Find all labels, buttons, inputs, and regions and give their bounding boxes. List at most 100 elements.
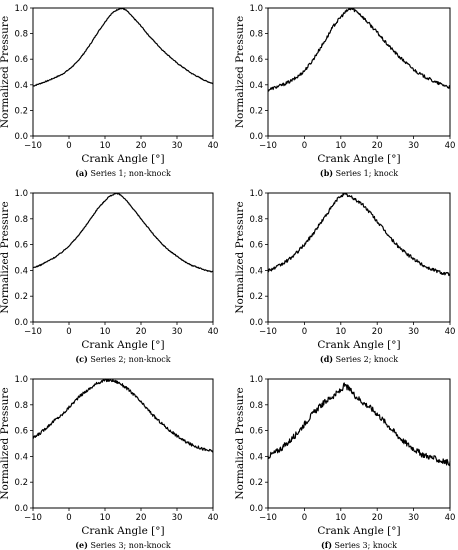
y-axis-label: Normalized Pressure	[234, 387, 246, 499]
x-tick-label: 30	[408, 513, 419, 523]
y-tick-label: 0.4	[14, 452, 28, 462]
x-tick-label: 40	[445, 141, 456, 151]
pressure-curve	[267, 192, 451, 277]
x-tick-label: 0	[66, 327, 71, 337]
y-tick-label: 0.0	[249, 318, 263, 328]
y-tick-label: 0.4	[249, 81, 263, 91]
panel-a: −10 0 10 20 30 40 0.0 0.2 0.4 0.6 0.8 1.0 Crank Angl…	[0, 4, 218, 178]
y-tick-label: 0.6	[14, 241, 28, 251]
plot-frame	[267, 192, 451, 323]
panel-caption-tag: (c)	[75, 354, 88, 364]
x-tick-label: 30	[172, 513, 183, 523]
x-tick-label: 30	[172, 141, 183, 151]
pressure-curve	[32, 7, 214, 87]
y-axis-label: Normalized Pressure	[0, 201, 11, 313]
panel-caption-tag: (b)	[320, 168, 333, 178]
pressure-curve	[267, 7, 451, 92]
x-tick-label: −10	[24, 141, 42, 151]
panel-caption-tag: (f)	[321, 540, 332, 550]
x-axis-label: Crank Angle [°]	[317, 153, 400, 165]
y-tick-label: 0.2	[249, 478, 263, 488]
y-tick-label: 0.6	[14, 427, 28, 437]
x-tick-label: 20	[372, 327, 383, 337]
y-tick-label: 0.8	[249, 30, 263, 40]
y-tick-label: 0.8	[14, 215, 28, 225]
plot-frame	[32, 378, 214, 509]
x-axis-label: Crank Angle [°]	[81, 525, 164, 537]
x-tick-label: 0	[66, 513, 71, 523]
x-tick-label: 20	[372, 141, 383, 151]
x-tick-label: 10	[335, 513, 346, 523]
panel-caption: (d) Series 2; knock	[320, 354, 398, 364]
y-tick-label: 0.0	[249, 132, 263, 142]
panel-caption-text: Series 2; knock	[333, 355, 398, 364]
panel-f: −10 0 10 20 30 40 0.0 0.2 0.4 0.6 0.8 1.0 Crank Angl…	[234, 375, 455, 550]
y-tick-label: 0.2	[14, 106, 28, 116]
y-tick-label: 0.0	[14, 318, 28, 328]
y-tick-label: 0.4	[249, 452, 263, 462]
x-tick-label: 30	[408, 327, 419, 337]
y-axis-label: Normalized Pressure	[234, 16, 246, 128]
y-tick-label: 0.6	[14, 55, 28, 65]
y-tick-label: 0.8	[14, 401, 28, 411]
x-axis-label: Crank Angle [°]	[317, 339, 400, 351]
x-tick-label: 40	[445, 327, 456, 337]
y-tick-label: 1.0	[249, 375, 263, 385]
y-tick-label: 0.8	[14, 30, 28, 40]
y-tick-label: 0.6	[249, 55, 263, 65]
y-axis-label: Normalized Pressure	[0, 16, 11, 128]
y-tick-label: 0.2	[14, 478, 28, 488]
panel-caption-text: Series 1; non-knock	[88, 169, 171, 178]
panel-caption: (a) Series 1; non-knock	[75, 168, 171, 178]
plot-frame	[267, 7, 451, 137]
y-tick-label: 1.0	[14, 189, 28, 199]
x-tick-label: −10	[24, 327, 42, 337]
y-tick-label: 0.6	[249, 241, 263, 251]
x-tick-label: 40	[208, 513, 219, 523]
x-tick-label: −10	[259, 327, 277, 337]
panel-caption: (e) Series 3; non-knock	[75, 540, 171, 550]
y-tick-label: 1.0	[14, 375, 28, 385]
y-tick-label: 0.4	[249, 266, 263, 276]
pressure-curve	[32, 378, 214, 453]
x-tick-label: −10	[259, 141, 277, 151]
y-tick-label: 0.2	[249, 292, 263, 302]
plot-frame	[32, 7, 214, 137]
x-tick-label: 40	[445, 513, 456, 523]
x-tick-label: 0	[302, 513, 307, 523]
x-tick-label: 30	[408, 141, 419, 151]
y-tick-label: 0.4	[14, 81, 28, 91]
panel-caption-text: Series 1; knock	[333, 169, 398, 178]
panel-caption: (f) Series 3; knock	[321, 540, 397, 550]
x-tick-label: 0	[302, 141, 307, 151]
x-axis-label: Crank Angle [°]	[81, 339, 164, 351]
pressure-curve	[32, 192, 214, 273]
panel-caption-text: Series 2; non-knock	[88, 355, 171, 364]
y-tick-label: 0.2	[14, 292, 28, 302]
x-tick-label: 10	[100, 327, 111, 337]
plot-frame	[32, 192, 214, 323]
panel-caption: (c) Series 2; non-knock	[75, 354, 170, 364]
x-tick-label: 20	[136, 141, 147, 151]
x-tick-label: 10	[100, 513, 111, 523]
x-tick-label: 10	[100, 141, 111, 151]
x-tick-label: 20	[136, 327, 147, 337]
x-tick-label: −10	[259, 513, 277, 523]
x-axis-label: Crank Angle [°]	[317, 525, 400, 537]
x-tick-label: 0	[66, 141, 71, 151]
panel-b: −10 0 10 20 30 40 0.0 0.2 0.4 0.6 0.8 1.0 Crank Angl…	[234, 4, 455, 178]
plot-frame	[267, 378, 451, 509]
panel-e: −10 0 10 20 30 40 0.0 0.2 0.4 0.6 0.8 1.0 Crank Angl…	[0, 375, 218, 550]
x-tick-label: 20	[136, 513, 147, 523]
x-tick-label: 10	[335, 141, 346, 151]
x-tick-label: 10	[335, 327, 346, 337]
panel-c: −10 0 10 20 30 40 0.0 0.2 0.4 0.6 0.8 1.0 Crank Angl…	[0, 189, 218, 364]
y-tick-label: 1.0	[249, 4, 263, 14]
y-tick-label: 1.0	[249, 189, 263, 199]
panel-caption-tag: (e)	[75, 540, 88, 550]
y-axis-label: Normalized Pressure	[234, 201, 246, 313]
panel-d: −10 0 10 20 30 40 0.0 0.2 0.4 0.6 0.8 1.0 Crank Angl…	[234, 189, 455, 364]
y-tick-label: 0.0	[249, 504, 263, 514]
panel-caption-text: Series 3; knock	[332, 541, 397, 550]
